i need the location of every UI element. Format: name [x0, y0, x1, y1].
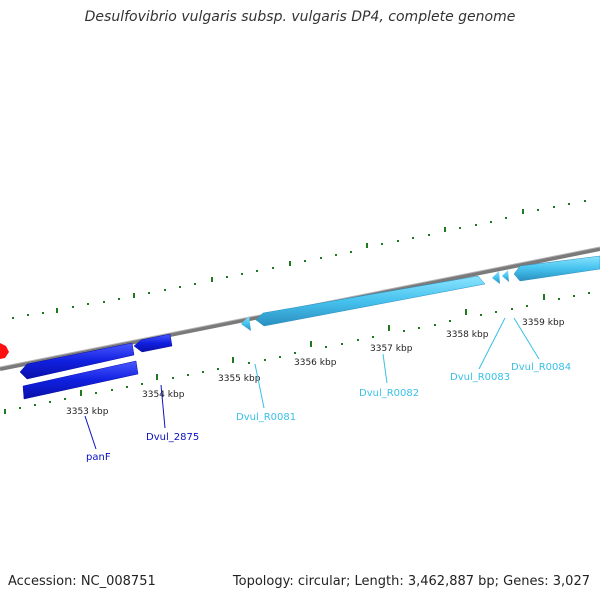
reverse-features [19, 333, 173, 400]
gene-label-dvul-r0083: Dvul_R0083 [450, 372, 510, 383]
gene-label-dvul-r0081: Dvul_R0081 [236, 412, 296, 423]
gene-feature-upper-a [19, 342, 135, 380]
gene-label-dvul-r0084: Dvul_R0084 [511, 362, 571, 373]
rna-feature-r0083 [492, 271, 500, 284]
gene-label-dvul-r0082: Dvul_R0082 [359, 388, 419, 399]
gene-feature-panf [22, 360, 139, 400]
kbp-label-3357: 3357 kbp [370, 344, 413, 354]
genome-title: Desulfovibrio vulgaris subsp. vulgaris D… [84, 9, 516, 25]
gene-feature-right [513, 255, 600, 282]
kbp-label-3356: 3356 kbp [294, 358, 337, 368]
gene-label-panf: panF [86, 452, 111, 463]
red-marker [0, 343, 9, 359]
accession-text: Accession: NC_008751 [8, 574, 156, 589]
gene-label-dvul-2875: Dvul_2875 [146, 432, 199, 443]
kbp-label-3353: 3353 kbp [66, 407, 109, 417]
rna-feature-r0084 [502, 270, 509, 282]
gene-feature-dvul-2875 [133, 333, 173, 353]
outer-tick-track [12, 200, 586, 319]
rna-feature-r0081 [241, 316, 251, 331]
forward-features [241, 255, 600, 331]
genome-summary-text: Topology: circular; Length: 3,462,887 bp… [232, 574, 590, 589]
kbp-label-3355: 3355 kbp [218, 374, 261, 384]
inner-tick-track [4, 292, 590, 414]
kbp-label-3358: 3358 kbp [446, 330, 489, 340]
kbp-label-3359: 3359 kbp [522, 318, 565, 328]
kbp-label-3354: 3354 kbp [142, 390, 185, 400]
label-leaders [84, 317, 540, 450]
gene-feature-r0082 [255, 275, 486, 327]
